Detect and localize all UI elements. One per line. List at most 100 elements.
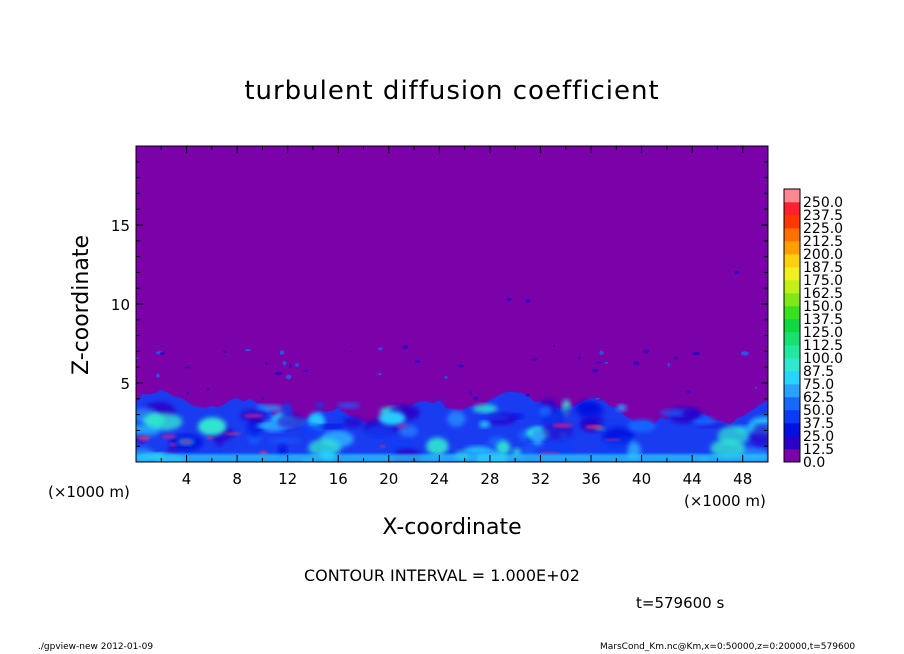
high-value-streak bbox=[585, 424, 603, 430]
small-eddy bbox=[282, 361, 287, 366]
small-eddy bbox=[599, 350, 604, 355]
colorbar-level-label: 50.0 bbox=[803, 403, 834, 419]
colorbar-level-label: 12.5 bbox=[803, 442, 834, 458]
small-eddy bbox=[595, 361, 603, 364]
small-eddy bbox=[667, 363, 670, 367]
colorbar-frame bbox=[783, 188, 801, 463]
colorbar-level-label: 187.5 bbox=[803, 260, 843, 276]
x-tick-label: 48 bbox=[733, 470, 752, 488]
turbulence-patch bbox=[562, 407, 574, 417]
small-eddy bbox=[183, 366, 191, 369]
turbulence-patch bbox=[365, 425, 395, 438]
x-tick-label: 24 bbox=[430, 470, 449, 488]
high-value-streak bbox=[552, 423, 574, 428]
time-stamp-text: t=579600 s bbox=[636, 594, 725, 612]
y-tick-label: 15 bbox=[111, 217, 130, 235]
small-eddy bbox=[414, 360, 421, 363]
turbulent-layer-field bbox=[136, 270, 768, 462]
colorbar-level-label: 162.5 bbox=[803, 286, 843, 302]
colorbar-swatch bbox=[784, 436, 800, 450]
turbulence-patch bbox=[136, 425, 160, 437]
small-eddy bbox=[458, 364, 464, 368]
turbulence-patch bbox=[426, 437, 449, 455]
colorbar-swatch bbox=[784, 423, 800, 437]
small-eddy bbox=[754, 386, 757, 389]
colorbar-swatch bbox=[784, 254, 800, 268]
colorbar-swatch bbox=[784, 293, 800, 307]
high-value-streak bbox=[169, 442, 178, 447]
turbulence-patch bbox=[521, 445, 537, 457]
colorbar-swatch bbox=[784, 189, 800, 203]
high-value-streak bbox=[539, 451, 561, 455]
small-eddy bbox=[274, 371, 283, 376]
turbulence-patch bbox=[343, 416, 364, 429]
colorbar-swatch bbox=[784, 332, 800, 346]
turbulence-patch bbox=[681, 408, 702, 419]
turbulence-patch bbox=[577, 403, 605, 419]
colorbar-level-label: 225.0 bbox=[803, 221, 843, 237]
small-eddy bbox=[633, 361, 640, 366]
x-tick-label: 16 bbox=[329, 470, 348, 488]
small-eddy bbox=[289, 363, 292, 368]
small-eddy bbox=[604, 362, 609, 364]
colorbar-swatch bbox=[784, 267, 800, 281]
small-eddy bbox=[733, 270, 739, 274]
x-tick-label: 28 bbox=[480, 470, 499, 488]
colorbar-level-label: 0.0 bbox=[803, 455, 825, 471]
small-eddy bbox=[223, 350, 227, 354]
colorbar-swatch bbox=[784, 384, 800, 398]
turbulence-patch bbox=[215, 431, 224, 447]
small-eddy bbox=[469, 391, 472, 396]
high-value-streak bbox=[243, 413, 264, 418]
colorbar-level-label: 137.5 bbox=[803, 312, 843, 328]
turbulence-patch bbox=[147, 413, 183, 431]
small-eddy bbox=[594, 397, 601, 400]
turbulence-patch bbox=[301, 424, 322, 438]
small-eddy bbox=[578, 356, 581, 360]
small-eddy bbox=[531, 358, 538, 361]
surface-layer bbox=[136, 454, 768, 462]
small-eddy bbox=[444, 375, 448, 379]
small-eddy bbox=[643, 349, 650, 354]
colorbar-swatch bbox=[784, 410, 800, 424]
turbulence-patch bbox=[692, 417, 716, 425]
x-axis-ticks: 4 8 12 16 20 24 28 32 36 40 44 48 bbox=[160, 146, 752, 488]
colorbar-swatch bbox=[784, 358, 800, 372]
x-axis-label-text: X-coordinate bbox=[382, 515, 522, 540]
turbulence-patch bbox=[627, 419, 656, 433]
small-eddy bbox=[261, 396, 265, 401]
colorbar-swatch bbox=[784, 397, 800, 411]
small-eddy bbox=[159, 352, 165, 355]
footer-program-info: ./gpview-new 2012-01-09 bbox=[38, 642, 154, 652]
high-value-streak bbox=[604, 438, 622, 441]
small-eddy bbox=[186, 391, 189, 395]
y-axis-ticks: 5 10 15 bbox=[111, 161, 768, 447]
turbulence-patch bbox=[268, 437, 302, 444]
small-eddy bbox=[692, 351, 700, 356]
colorbar-level-label: 87.5 bbox=[803, 364, 834, 380]
small-eddy bbox=[295, 363, 300, 367]
x-tick-label: 12 bbox=[278, 470, 297, 488]
high-value-streak bbox=[225, 432, 241, 436]
small-eddy bbox=[592, 368, 599, 373]
small-eddy bbox=[740, 351, 749, 356]
turbulence-patch bbox=[197, 417, 227, 436]
y-axis-unit-label: (×1000 m) bbox=[48, 483, 130, 501]
high-value-streak bbox=[137, 435, 151, 441]
x-tick-label: 4 bbox=[182, 470, 192, 488]
small-eddy bbox=[553, 345, 556, 348]
turbulence-patch bbox=[337, 402, 361, 409]
turbulence-patch bbox=[378, 411, 406, 426]
turbulence-patch bbox=[315, 402, 325, 409]
small-eddy bbox=[506, 297, 512, 301]
small-eddy bbox=[303, 370, 309, 372]
colorbar-swatch bbox=[784, 449, 800, 463]
colorbar-swatch bbox=[784, 345, 800, 359]
small-eddy bbox=[525, 299, 531, 303]
colorbar-swatch bbox=[784, 306, 800, 320]
colorbar-level-label: 112.5 bbox=[803, 338, 843, 354]
colorbar-level-label: 237.5 bbox=[803, 208, 843, 224]
high-value-streak bbox=[206, 436, 214, 440]
x-tick-label: 36 bbox=[581, 470, 600, 488]
